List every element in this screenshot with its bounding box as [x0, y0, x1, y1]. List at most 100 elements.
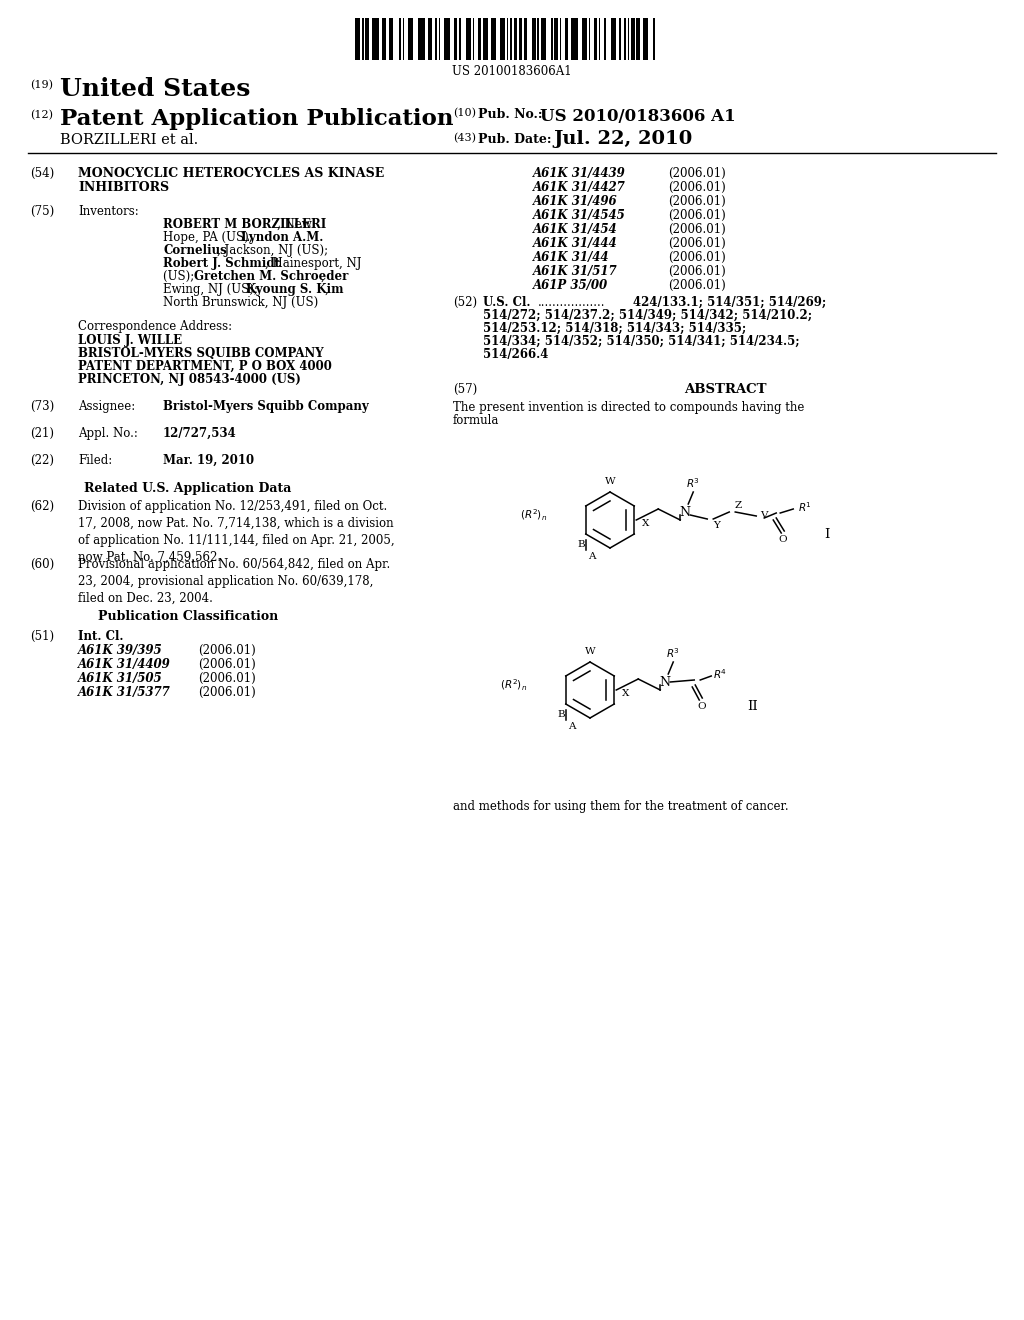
Text: (10): (10) [453, 108, 476, 119]
Text: Cornelius: Cornelius [163, 244, 226, 257]
Text: Jul. 22, 2010: Jul. 22, 2010 [553, 129, 692, 148]
Text: Int. Cl.: Int. Cl. [78, 630, 124, 643]
Bar [599, 18, 600, 59]
Text: $(R^2)_n$: $(R^2)_n$ [520, 507, 547, 523]
Text: A61K 31/4545: A61K 31/4545 [534, 209, 626, 222]
Bar [402, 18, 404, 59]
Text: A: A [588, 552, 596, 561]
Bar [571, 18, 579, 59]
Bar [355, 18, 360, 59]
Text: X: X [642, 520, 649, 528]
Text: 514/253.12; 514/318; 514/343; 514/335;: 514/253.12; 514/318; 514/343; 514/335; [483, 322, 746, 335]
Bar [653, 18, 655, 59]
Bar [631, 18, 635, 59]
Text: United States: United States [60, 77, 251, 102]
Text: $R^3$: $R^3$ [686, 477, 700, 490]
Bar [513, 18, 517, 59]
Bar [399, 18, 401, 59]
Bar [554, 18, 558, 59]
Text: Ewing, NJ (US);: Ewing, NJ (US); [163, 282, 261, 296]
Text: , New: , New [278, 218, 311, 231]
Text: O: O [697, 702, 706, 711]
Bar [538, 18, 539, 59]
Text: Appl. No.:: Appl. No.: [78, 426, 138, 440]
Text: BORZILLERI et al.: BORZILLERI et al. [60, 133, 199, 147]
Text: A61K 31/454: A61K 31/454 [534, 223, 617, 236]
Text: LOUIS J. WILLE: LOUIS J. WILLE [78, 334, 182, 347]
Bar [454, 18, 458, 59]
Bar [620, 18, 621, 59]
Bar [372, 18, 379, 59]
Text: (73): (73) [30, 400, 54, 413]
Bar [604, 18, 605, 59]
Bar [459, 18, 461, 59]
Text: A61K 31/4409: A61K 31/4409 [78, 657, 171, 671]
Text: (43): (43) [453, 133, 476, 144]
Text: North Brunswick, NJ (US): North Brunswick, NJ (US) [163, 296, 318, 309]
Text: (2006.01): (2006.01) [668, 181, 726, 194]
Text: PRINCETON, NJ 08543-4000 (US): PRINCETON, NJ 08543-4000 (US) [78, 374, 301, 385]
Text: (62): (62) [30, 500, 54, 513]
Text: (2006.01): (2006.01) [668, 279, 726, 292]
Text: Related U.S. Application Data: Related U.S. Application Data [84, 482, 292, 495]
Bar [389, 18, 392, 59]
Text: , Hainesport, NJ: , Hainesport, NJ [265, 257, 361, 271]
Text: US 20100183606A1: US 20100183606A1 [453, 65, 571, 78]
Text: Robert J. Schmidt: Robert J. Schmidt [163, 257, 280, 271]
Text: (2006.01): (2006.01) [668, 251, 726, 264]
Text: (2006.01): (2006.01) [668, 195, 726, 209]
Text: (US);: (US); [163, 271, 198, 282]
Text: (60): (60) [30, 558, 54, 572]
Text: $R^1$: $R^1$ [799, 500, 812, 513]
Text: (12): (12) [30, 110, 53, 120]
Text: and methods for using them for the treatment of cancer.: and methods for using them for the treat… [453, 800, 788, 813]
Text: N: N [659, 676, 671, 689]
Text: (54): (54) [30, 168, 54, 180]
Bar [636, 18, 640, 59]
Text: (2006.01): (2006.01) [198, 657, 256, 671]
Text: 514/266.4: 514/266.4 [483, 348, 549, 360]
Bar [418, 18, 425, 59]
Bar [361, 18, 364, 59]
Text: Publication Classification: Publication Classification [98, 610, 279, 623]
Text: W: W [605, 477, 615, 486]
Bar [625, 18, 626, 59]
Text: $R^3$: $R^3$ [667, 647, 680, 660]
Text: A61K 31/4427: A61K 31/4427 [534, 181, 626, 194]
Text: N: N [680, 506, 691, 519]
Bar [438, 18, 440, 59]
Text: A61K 31/44: A61K 31/44 [534, 251, 609, 264]
Bar [443, 18, 451, 59]
Bar [500, 18, 505, 59]
Text: (51): (51) [30, 630, 54, 643]
Text: Assignee:: Assignee: [78, 400, 135, 413]
Text: X: X [623, 689, 630, 698]
Bar [507, 18, 508, 59]
Text: ,: , [321, 271, 324, 282]
Text: MONOCYCLIC HETEROCYCLES AS KINASE: MONOCYCLIC HETEROCYCLES AS KINASE [78, 168, 384, 180]
Bar [594, 18, 597, 59]
Bar [532, 18, 536, 59]
Text: PATENT DEPARTMENT, P O BOX 4000: PATENT DEPARTMENT, P O BOX 4000 [78, 360, 332, 374]
Text: Pub. Date:: Pub. Date: [478, 133, 552, 147]
Text: V: V [760, 511, 768, 520]
Bar [643, 18, 648, 59]
Bar [428, 18, 432, 59]
Text: Y: Y [714, 520, 720, 529]
Bar [435, 18, 437, 59]
Text: formula: formula [453, 414, 500, 426]
Text: 424/133.1; 514/351; 514/269;: 424/133.1; 514/351; 514/269; [633, 296, 826, 309]
Bar [541, 18, 546, 59]
Bar [473, 18, 474, 59]
Text: (19): (19) [30, 81, 53, 90]
Bar [478, 18, 481, 59]
Bar [466, 18, 471, 59]
Text: B: B [578, 540, 586, 549]
Bar [559, 18, 561, 59]
Bar [408, 18, 413, 59]
Text: Inventors:: Inventors: [78, 205, 138, 218]
Bar [589, 18, 590, 59]
Bar [551, 18, 553, 59]
Bar [518, 18, 522, 59]
Text: (21): (21) [30, 426, 54, 440]
